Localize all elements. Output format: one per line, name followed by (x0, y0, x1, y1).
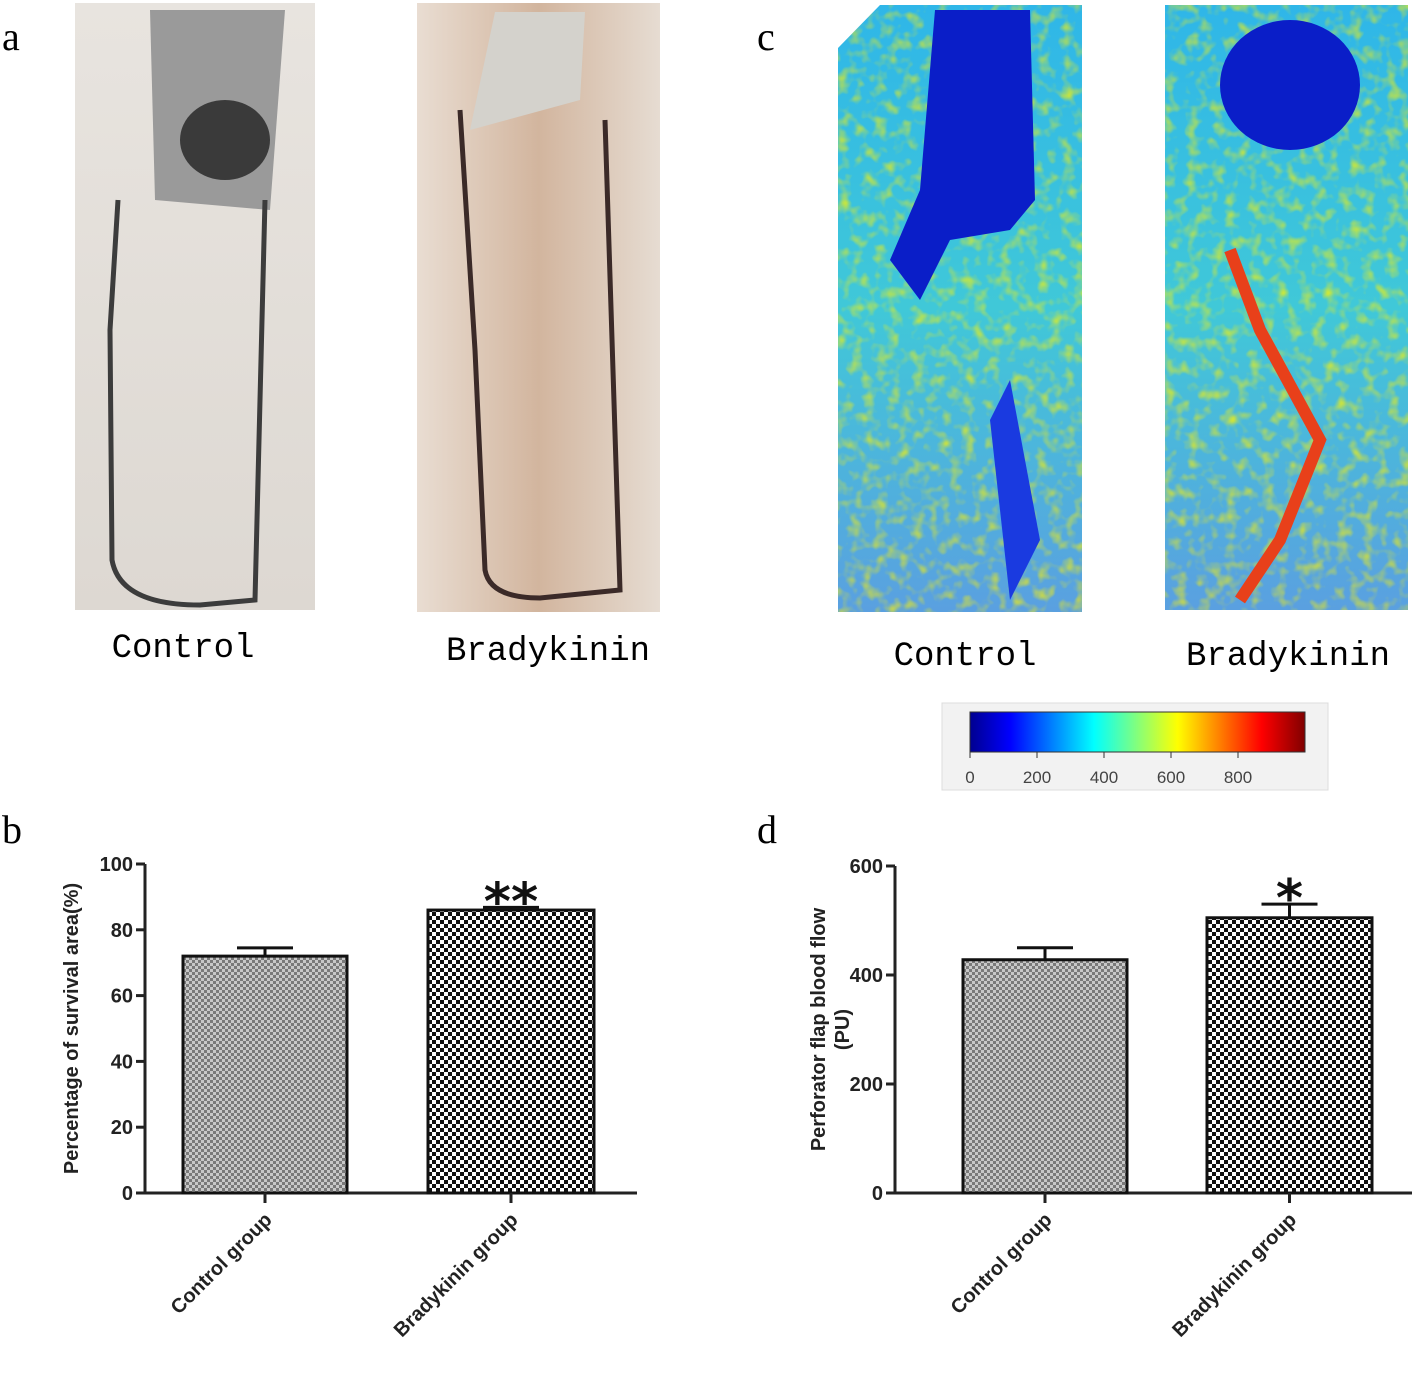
bar (961, 958, 1129, 1195)
x-tick-label: Bradykinin group (1168, 1209, 1301, 1342)
y-axis-label: Percentage of survival area(%) (61, 883, 83, 1174)
photo-bradykinin (417, 3, 660, 612)
y-tick-label: 60 (111, 986, 133, 1008)
y-tick-label: 400 (850, 965, 883, 987)
colorbar-tick-label: 800 (1224, 768, 1252, 787)
bar (181, 954, 349, 1195)
y-tick-label: 20 (111, 1117, 133, 1139)
y-tick-label: 600 (850, 856, 883, 878)
panel-label: a (2, 14, 20, 59)
x-tick-label: Control group (167, 1209, 277, 1319)
y-axis-label: Perforator flap blood flow (808, 907, 830, 1151)
bar (1205, 916, 1374, 1195)
x-tick-label: Control group (947, 1209, 1057, 1319)
colorbar-tick-label: 0 (965, 768, 974, 787)
y-tick-label: 0 (872, 1183, 883, 1205)
colorbar-tick-label: 400 (1090, 768, 1118, 787)
colorbar-tick-label: 200 (1023, 768, 1051, 787)
x-tick-label: Bradykinin group (390, 1209, 523, 1342)
perfusion-image-bradykinin (1165, 5, 1408, 610)
panel-label: b (2, 807, 22, 852)
photo-caption: Bradykinin (1186, 638, 1390, 676)
photo-control (75, 3, 315, 610)
photo-caption: Bradykinin (446, 633, 650, 671)
y-tick-label: 0 (122, 1183, 133, 1205)
y-tick-label: 80 (111, 920, 133, 942)
perfusion-image-control (838, 5, 1082, 612)
colorbar (941, 702, 1329, 791)
colorbar-tick-label: 600 (1157, 768, 1185, 787)
panel-label: c (757, 14, 775, 59)
y-tick-label: 200 (850, 1074, 883, 1096)
photo-caption: Control (112, 630, 255, 668)
bar (426, 908, 596, 1195)
y-tick-label: 100 (100, 854, 133, 876)
y-axis-label: (PU) (832, 1009, 854, 1050)
photo-caption: Control (894, 638, 1037, 676)
significance-label: ** (484, 872, 538, 932)
panel-label: d (757, 807, 777, 852)
significance-label: * (1276, 869, 1303, 929)
y-tick-label: 40 (111, 1051, 133, 1073)
